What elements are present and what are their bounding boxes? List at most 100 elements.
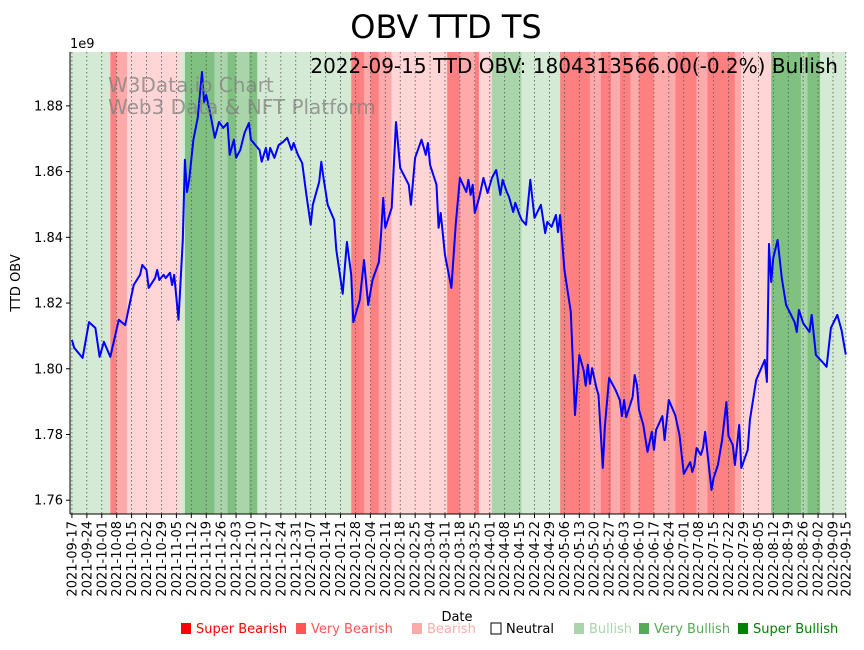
x-tick-label: 2022-04-29: [543, 521, 558, 597]
x-tick-label: 2022-03-18: [453, 521, 468, 597]
x-tick-label: 2022-03-04: [424, 521, 439, 597]
x-tick-label: 2022-02-04: [364, 521, 379, 597]
x-tick-label: 2021-10-15: [125, 521, 140, 597]
regime-band: [363, 52, 371, 514]
legend-label: Bearish: [427, 622, 476, 637]
regime-bands: [70, 52, 846, 514]
x-tick-label: 2021-12-10: [244, 521, 259, 597]
x-tick-label: 2022-04-08: [498, 521, 513, 597]
regime-band: [214, 52, 228, 514]
y-ticks: 1.76 1.78 1.80 1.82 1.84 1.86 1.88: [34, 99, 70, 509]
x-ticks: 2021-09-17 2021-09-24 2021-10-01 2021-10-08…: [65, 514, 854, 597]
legend-swatch: [181, 623, 191, 634]
regime-band: [491, 52, 522, 514]
x-tick-label: 2021-10-29: [155, 521, 170, 597]
regime-band: [600, 52, 612, 514]
legend-label: Bullish: [589, 622, 632, 637]
x-tick-label: 2022-08-26: [797, 521, 812, 597]
regime-band: [479, 52, 492, 514]
regime-band: [110, 52, 117, 514]
legend-item: Super Bullish: [738, 622, 838, 637]
legend-label: Very Bearish: [311, 622, 393, 637]
x-tick-label: 2021-12-24: [274, 521, 289, 597]
x-tick-label: 2022-06-24: [662, 521, 677, 597]
y-tick-label: 1.88: [34, 99, 63, 114]
regime-band: [771, 52, 802, 514]
legend-item: Super Bearish: [181, 622, 287, 637]
x-tick-label: 2022-07-22: [722, 521, 737, 597]
x-tick-label: 2021-09-24: [80, 521, 95, 597]
x-tick-label: 2022-07-15: [707, 521, 722, 597]
regime-band: [619, 52, 631, 514]
x-tick-label: 2021-09-17: [65, 521, 80, 597]
x-tick-label: 2022-06-17: [647, 521, 662, 597]
regime-band: [807, 52, 821, 514]
x-tick-label: 2022-07-01: [677, 521, 692, 597]
regime-band: [653, 52, 676, 514]
regime-band: [391, 52, 448, 514]
x-tick-label: 2022-04-01: [483, 521, 498, 597]
legend-item: Bearish: [412, 622, 476, 637]
regime-band: [248, 52, 258, 514]
y-tick-label: 1.76: [34, 494, 63, 509]
x-tick-label: 2022-02-11: [379, 521, 394, 597]
regime-band: [521, 52, 561, 514]
legend: Super Bearish Very Bearish Bearish Neutral B…: [181, 622, 838, 637]
x-tick-label: 2022-08-12: [767, 521, 782, 597]
x-tick-label: 2022-05-27: [603, 521, 618, 597]
x-tick-label: 2021-12-03: [230, 521, 245, 597]
legend-item: Bullish: [574, 622, 632, 637]
chart-title: OBV TTD TS: [350, 8, 541, 46]
x-tick-label: 2022-08-05: [752, 521, 767, 597]
legend-swatch: [296, 623, 306, 634]
x-tick-label: 2021-10-08: [110, 521, 125, 597]
obv-series-line: [70, 71, 847, 491]
x-tick-label: 2022-09-02: [812, 521, 827, 597]
x-tick-label: 2022-04-15: [513, 521, 528, 597]
legend-item: Neutral: [490, 622, 554, 637]
watermark-line-2: Web3 Data & NFT Platform: [108, 95, 376, 119]
regime-band: [180, 52, 185, 514]
y-tick-label: 1.86: [34, 165, 63, 180]
legend-swatch: [574, 623, 584, 634]
x-axis-label: Date: [441, 610, 472, 625]
x-tick-label: 2022-02-18: [394, 521, 409, 597]
y-tick-label: 1.84: [34, 231, 63, 246]
legend-label: Neutral: [506, 622, 554, 637]
legend-item: Very Bearish: [296, 622, 393, 637]
x-tick-label: 2022-02-25: [409, 521, 424, 597]
x-tick-label: 2021-10-22: [140, 521, 155, 597]
y-axis-label: TTD OBV: [9, 254, 24, 313]
x-tick-label: 2022-09-09: [826, 521, 841, 597]
regime-band: [184, 52, 215, 514]
y-tick-label: 1.82: [34, 297, 63, 312]
y-tick-label: 1.78: [34, 428, 63, 443]
regime-band: [257, 52, 352, 514]
regime-band: [707, 52, 735, 514]
x-tick-label: 2022-09-15: [839, 521, 854, 597]
legend-label: Very Bullish: [654, 622, 730, 637]
x-tick-label: 2022-05-20: [588, 521, 603, 597]
annotation: 2022-09-15 TTD OBV: 1804313566.00(-0.2%)…: [310, 54, 838, 78]
regime-band: [447, 52, 460, 514]
legend-swatch: [490, 622, 502, 635]
y-offset-label: 1e9: [70, 37, 95, 52]
x-tick-label: 2022-01-14: [319, 521, 334, 597]
regime-band: [638, 52, 654, 514]
x-tick-label: 2022-03-25: [468, 521, 483, 597]
legend-swatch: [738, 623, 748, 634]
x-tick-label: 2022-07-29: [737, 521, 752, 597]
x-tick-label: 2022-03-11: [438, 521, 453, 597]
regime-band: [560, 52, 590, 514]
regime-band: [630, 52, 639, 514]
x-tick-label: 2021-11-26: [215, 521, 230, 597]
x-tick-label: 2021-12-31: [289, 521, 304, 597]
legend-label: Super Bullish: [753, 622, 838, 637]
regime-band: [459, 52, 475, 514]
x-tick-label: 2022-08-19: [782, 521, 797, 597]
x-tick-label: 2022-05-13: [573, 521, 588, 597]
x-tick-label: 2022-01-21: [334, 521, 349, 597]
regime-band: [734, 52, 742, 514]
regime-band: [70, 52, 111, 514]
